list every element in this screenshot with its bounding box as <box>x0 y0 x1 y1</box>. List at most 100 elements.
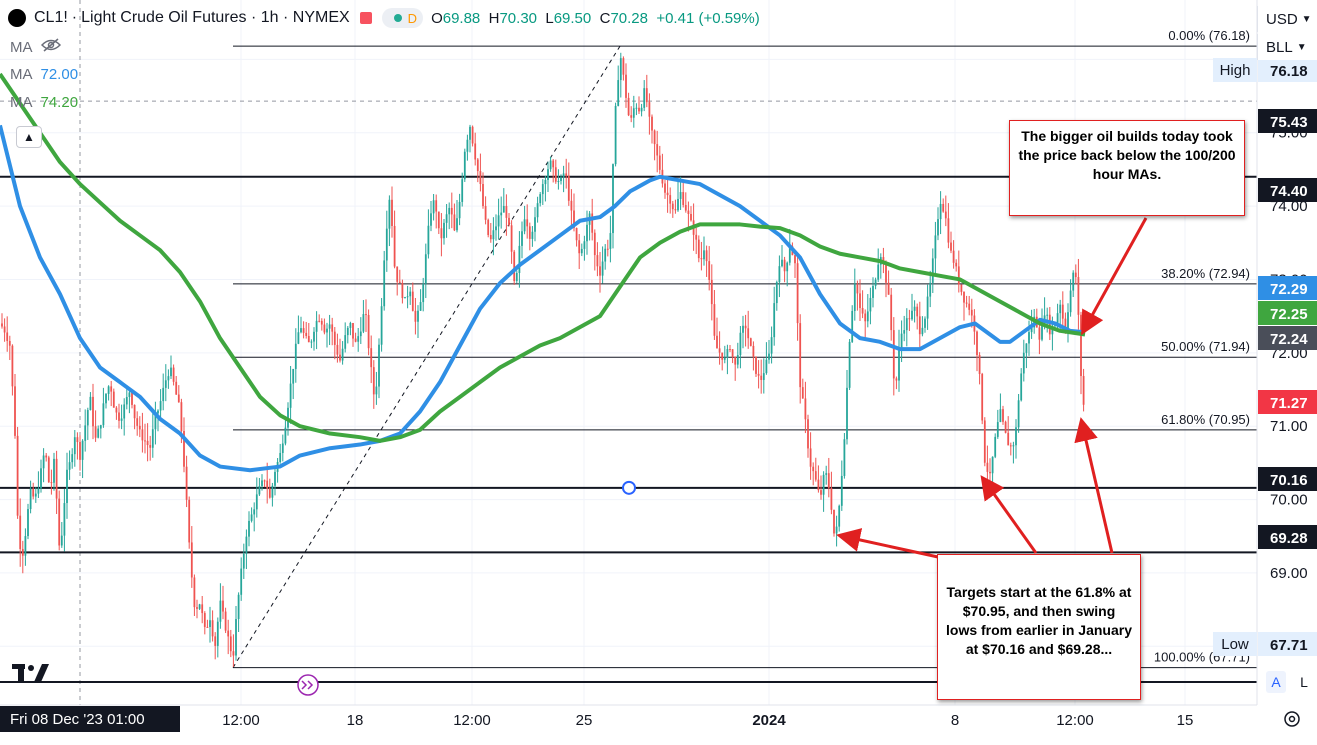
candle <box>752 341 755 371</box>
candle <box>21 540 24 574</box>
indicator-ma-hidden[interactable]: MA <box>10 38 61 56</box>
currency-button[interactable]: USD ▼ <box>1257 6 1317 32</box>
candle-body <box>193 577 196 608</box>
candle <box>190 526 193 588</box>
candle <box>627 92 630 117</box>
candle <box>92 383 94 440</box>
candle-body <box>118 412 120 421</box>
log-scale-button[interactable]: L <box>1300 674 1308 690</box>
candle-body <box>853 284 856 311</box>
candle <box>453 203 456 232</box>
candle-body <box>523 219 526 232</box>
unit-button[interactable]: BLL ▼ <box>1257 34 1317 60</box>
candle-body <box>310 341 313 343</box>
candle-body <box>773 303 776 338</box>
annotation-box-targets[interactable]: Targets start at the 61.8% at $70.95, an… <box>937 554 1141 700</box>
candle-body <box>830 488 833 510</box>
fib-label: 50.00% (71.94) <box>1161 339 1250 354</box>
candle <box>778 255 781 298</box>
candle-body <box>565 173 568 176</box>
status-pill[interactable]: D <box>381 8 424 28</box>
time-tick-label: 12:00 <box>453 712 491 729</box>
candle <box>1061 291 1064 327</box>
price-label-text: 76.18 <box>1270 63 1308 80</box>
ohlc-readout: O69.88 H70.30 L69.50 C70.28 +0.41 (+0.59… <box>431 9 760 27</box>
candle-body <box>541 184 544 195</box>
candle-body <box>856 284 859 294</box>
candle-body <box>466 139 469 152</box>
candle-body <box>146 440 149 446</box>
candle <box>289 365 292 424</box>
price-label: Low 67.71 <box>1213 632 1317 656</box>
candle-body <box>367 314 370 349</box>
candle-body <box>809 448 812 467</box>
candle <box>450 192 453 229</box>
price-label-bg <box>1258 326 1317 350</box>
candle <box>297 315 300 345</box>
candle <box>937 207 939 241</box>
candle-body <box>552 160 555 168</box>
candle <box>820 475 822 500</box>
flag-icon[interactable] <box>359 12 372 24</box>
candle <box>773 286 776 346</box>
candle-body <box>807 419 809 449</box>
candle <box>588 211 591 241</box>
candle-body <box>219 600 222 622</box>
candle <box>976 330 978 372</box>
candle-body <box>926 296 929 319</box>
candle <box>133 404 136 430</box>
annotation-box-ma[interactable]: The bigger oil builds today took the pri… <box>1009 120 1245 216</box>
candle-body <box>567 175 570 201</box>
collapse-indicators-button[interactable]: ▲ <box>16 126 42 148</box>
candle-body <box>536 203 539 218</box>
symbol-name[interactable]: CL1! <box>34 9 68 26</box>
chevron-down-icon: ▼ <box>1301 13 1312 25</box>
candle <box>76 432 79 460</box>
candle <box>458 193 461 226</box>
candle <box>185 455 188 508</box>
candle <box>151 412 154 458</box>
price-label-prefix: Low <box>1221 636 1249 653</box>
candle-body <box>131 392 133 405</box>
candle-body <box>671 203 674 210</box>
candle <box>892 317 895 396</box>
candle-body <box>505 206 508 218</box>
candle-body <box>528 226 531 239</box>
candle <box>609 215 612 263</box>
candle-body <box>500 212 503 216</box>
indicator-ma-200[interactable]: MA 74.20 <box>10 94 79 111</box>
candle <box>723 345 726 364</box>
candle-body <box>963 291 965 303</box>
candle <box>1002 405 1004 425</box>
candle-body <box>874 279 877 286</box>
candle-body <box>180 402 183 431</box>
candle <box>955 259 958 272</box>
candle <box>695 227 698 255</box>
candle <box>219 583 222 629</box>
candle-body <box>102 403 105 426</box>
candle-body <box>918 316 921 335</box>
candle <box>198 603 201 610</box>
eye-off-icon[interactable] <box>40 38 61 56</box>
candle-body <box>978 355 981 374</box>
indicator-ma-100[interactable]: MA 72.00 <box>10 66 79 83</box>
candle-body <box>268 488 271 498</box>
candle-body <box>1004 421 1007 433</box>
candle-body <box>827 473 830 489</box>
candle <box>331 317 334 346</box>
candle <box>614 102 617 167</box>
candle-body <box>825 473 828 475</box>
candle <box>411 282 414 312</box>
candle <box>846 370 848 445</box>
price-label: 74.40 <box>1258 178 1317 202</box>
candle-body <box>294 343 297 369</box>
candle-body <box>255 494 258 510</box>
candle <box>736 342 739 369</box>
candle-body <box>133 404 136 419</box>
candle-body <box>435 200 438 212</box>
auto-scale-button[interactable]: A <box>1266 671 1286 693</box>
candle-body <box>214 636 217 646</box>
candle <box>1012 441 1015 464</box>
